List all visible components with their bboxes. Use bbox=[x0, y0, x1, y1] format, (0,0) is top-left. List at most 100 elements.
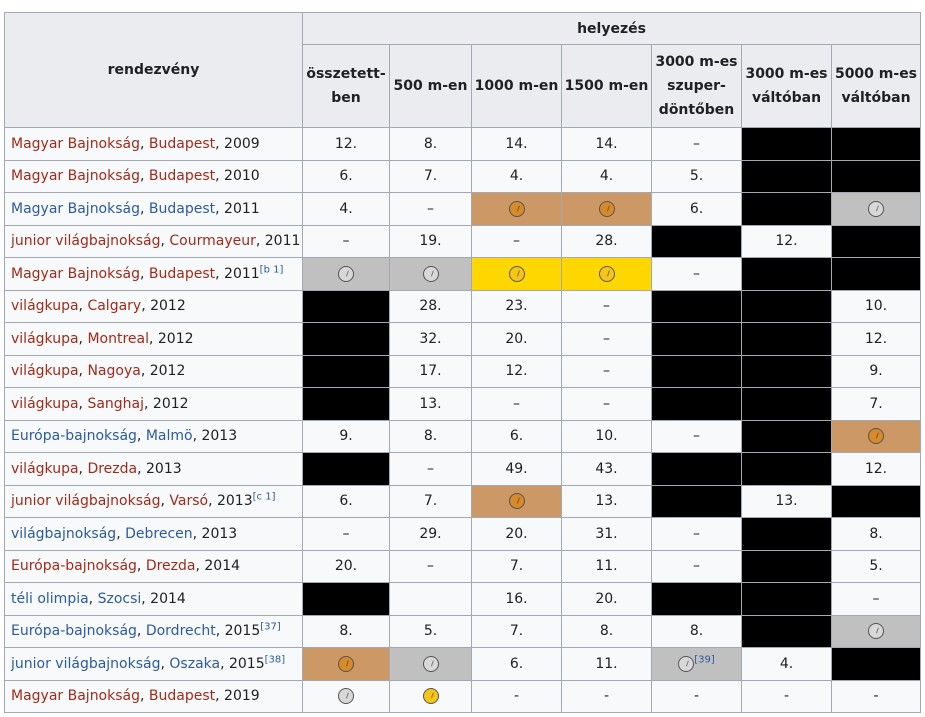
column-header-line: 3000 m-es bbox=[655, 54, 738, 70]
placement-cell: 12. bbox=[741, 224, 832, 258]
no-entry-cell bbox=[741, 582, 832, 616]
no-entry-cell bbox=[651, 452, 742, 486]
event-cell: világkupa, Montreal, 2012 bbox=[4, 322, 303, 356]
column-header: 1500 m-en bbox=[561, 44, 652, 128]
reference-link[interactable]: [39] bbox=[694, 654, 715, 666]
event-text: , bbox=[78, 395, 88, 412]
no-entry-cell bbox=[302, 582, 390, 616]
event-link[interactable]: világkupa bbox=[11, 330, 79, 347]
event-link[interactable]: junior világbajnokság bbox=[11, 493, 161, 510]
placement-cell: 4. bbox=[741, 647, 832, 681]
event-link[interactable]: Magyar Bajnokság bbox=[11, 200, 140, 217]
placement-cell: – bbox=[302, 224, 390, 258]
event-link[interactable]: Nagoya bbox=[87, 363, 141, 380]
placement-cell: 11. bbox=[561, 647, 652, 681]
medal-cell bbox=[561, 192, 652, 226]
event-link[interactable]: Budapest bbox=[148, 265, 216, 282]
event-text: , bbox=[78, 330, 88, 347]
event-text: , 2014 bbox=[141, 590, 186, 607]
placement-cell: 9. bbox=[831, 354, 921, 388]
silver-medal-icon bbox=[422, 655, 439, 672]
event-link[interactable]: Courmayeur bbox=[169, 233, 256, 250]
event-link[interactable]: Európa-bajnokság bbox=[11, 558, 137, 575]
placement-cell: 17. bbox=[389, 354, 472, 388]
event-cell: világbajnokság, Debrecen, 2013 bbox=[4, 517, 303, 551]
reference-link[interactable]: [38] bbox=[264, 654, 286, 666]
placement-cell: – bbox=[389, 192, 472, 226]
no-entry-cell bbox=[741, 127, 832, 161]
no-entry-cell bbox=[831, 647, 921, 681]
placement-cell: – bbox=[651, 127, 742, 161]
event-link[interactable]: Drezda bbox=[87, 460, 138, 477]
reference-link[interactable]: [37] bbox=[260, 621, 281, 633]
no-entry-cell bbox=[651, 484, 742, 518]
medal-cell bbox=[302, 647, 390, 681]
event-link[interactable]: junior világbajnokság bbox=[11, 233, 161, 250]
event-link[interactable]: Szocsi bbox=[97, 590, 142, 607]
header-event: rendezvény bbox=[4, 12, 303, 128]
event-link[interactable]: világkupa bbox=[11, 460, 79, 477]
table-row: világkupa, Montreal, 2012 32. 20. – 12. bbox=[4, 322, 921, 356]
reference-link[interactable]: [c 1] bbox=[252, 491, 276, 503]
event-link[interactable]: Sanghaj bbox=[87, 395, 145, 412]
event-link[interactable]: junior világbajnokság bbox=[11, 655, 161, 672]
event-cell: Magyar Bajnokság, Budapest, 2011[b 1] bbox=[4, 257, 303, 291]
placement-cell: 8. bbox=[831, 517, 921, 551]
bronze-medal-icon bbox=[508, 200, 525, 217]
event-text: , 2012 bbox=[140, 363, 186, 380]
no-entry-cell bbox=[651, 387, 742, 421]
medal-cell bbox=[471, 257, 562, 291]
event-link[interactable]: Magyar Bajnokság bbox=[11, 688, 140, 705]
medal-cell bbox=[389, 679, 472, 713]
event-text: , 2012 bbox=[144, 395, 189, 412]
event-link[interactable]: Debrecen bbox=[125, 525, 193, 542]
event-link[interactable]: Magyar Bajnokság bbox=[11, 135, 140, 152]
placement-cell: 7. bbox=[471, 549, 562, 583]
event-link[interactable]: Budapest bbox=[148, 135, 216, 152]
event-link[interactable]: Európa-bajnokság bbox=[11, 428, 137, 445]
column-header-line: döntőben bbox=[658, 102, 735, 118]
event-link[interactable]: világkupa bbox=[11, 395, 79, 412]
event-link[interactable]: Dordrecht bbox=[145, 623, 216, 640]
medal-cell: [39] bbox=[651, 647, 742, 681]
event-link[interactable]: téli olimpia bbox=[11, 590, 89, 607]
event-link[interactable]: Montreal bbox=[87, 330, 149, 347]
medal-cell bbox=[831, 419, 921, 453]
event-link[interactable]: Magyar Bajnokság bbox=[11, 168, 140, 185]
no-entry-cell bbox=[831, 484, 921, 518]
event-cell: junior világbajnokság, Oszaka, 2015[38] bbox=[4, 647, 303, 681]
reference-link[interactable]: [b 1] bbox=[259, 264, 284, 276]
event-link[interactable]: világkupa bbox=[11, 298, 79, 315]
event-text: , 2012 bbox=[149, 330, 194, 347]
silver-medal-icon bbox=[868, 200, 884, 217]
event-link[interactable]: Malmö bbox=[145, 428, 193, 445]
no-entry-cell bbox=[741, 614, 832, 648]
event-text: , bbox=[140, 265, 149, 282]
table-row: világbajnokság, Debrecen, 2013–29. 20. 31.… bbox=[4, 517, 921, 551]
column-header: 3000 m-es szuper-döntőben bbox=[651, 44, 742, 128]
table-row: Európa-bajnokság, Drezda, 2014 20. –7. 11. –… bbox=[4, 549, 921, 583]
event-link[interactable]: Európa-bajnokság bbox=[11, 623, 137, 640]
placement-cell: 8. bbox=[302, 614, 390, 648]
table-row: Magyar Bajnokság, Budapest, 2009 12. 8. 14.… bbox=[4, 127, 921, 161]
event-link[interactable]: Calgary bbox=[87, 298, 142, 315]
event-text: , 2013 bbox=[192, 428, 238, 445]
event-link[interactable]: Budapest bbox=[148, 168, 216, 185]
no-entry-cell bbox=[651, 289, 742, 323]
column-header: 1000 m-en bbox=[471, 44, 562, 128]
event-link[interactable]: Varsó bbox=[169, 493, 209, 510]
placement-cell: 14. bbox=[471, 127, 562, 161]
table-row: világkupa, Nagoya, 2012 17. 12. – 9. bbox=[4, 354, 921, 388]
placement-cell: 31. bbox=[561, 517, 652, 551]
placement-cell: 9. bbox=[302, 419, 390, 453]
bronze-medal-icon bbox=[868, 428, 884, 445]
event-link[interactable]: világbajnokság bbox=[11, 525, 117, 542]
event-link[interactable]: Budapest bbox=[148, 200, 216, 217]
event-text: , 2011 bbox=[215, 200, 260, 217]
event-link[interactable]: Oszaka bbox=[169, 655, 221, 672]
event-link[interactable]: Magyar Bajnokság bbox=[11, 265, 140, 282]
event-link[interactable]: világkupa bbox=[11, 363, 79, 380]
event-link[interactable]: Budapest bbox=[148, 688, 216, 705]
event-text: , bbox=[88, 590, 98, 607]
event-link[interactable]: Drezda bbox=[145, 558, 196, 575]
